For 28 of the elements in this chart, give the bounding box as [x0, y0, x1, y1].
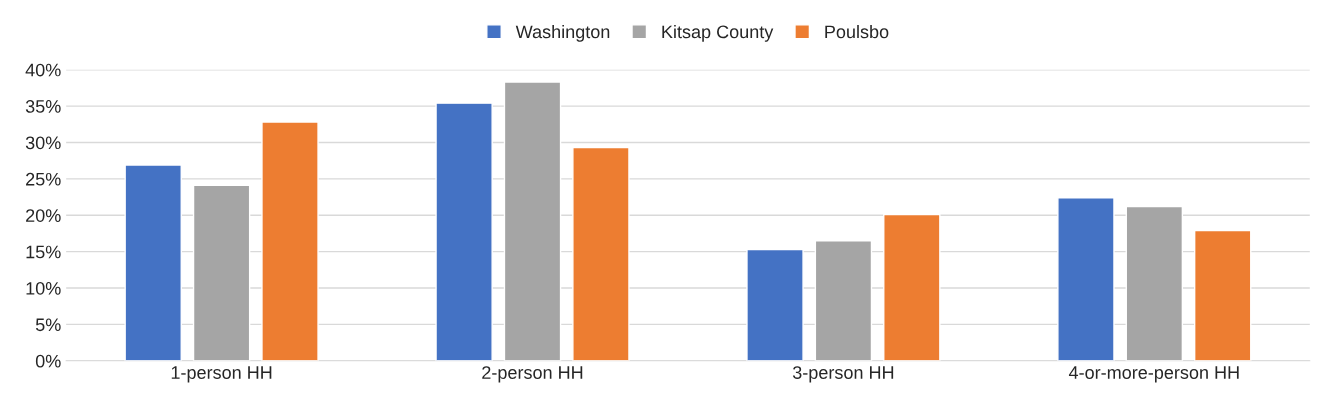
legend-label: Poulsbo	[825, 24, 889, 39]
legend-label: Washington	[515, 24, 610, 42]
bar	[814, 240, 873, 361]
y-tick-label: 15%	[26, 245, 61, 259]
bar	[192, 184, 251, 361]
x-tick-label: 1-person HH	[171, 366, 272, 383]
y-tick-label: 5%	[35, 318, 61, 332]
y-tick-label: 30%	[25, 136, 61, 150]
bar	[883, 213, 941, 361]
bar	[1057, 197, 1115, 361]
y-tick-label: 35%	[25, 100, 61, 113]
bar	[124, 164, 182, 361]
y-tick-label: 25%	[26, 172, 61, 186]
x-tick-label: 2-person HH	[482, 366, 583, 383]
bar	[746, 248, 804, 361]
bar	[435, 102, 493, 361]
y-tick-label: 20%	[26, 209, 61, 222]
bar	[1125, 205, 1184, 361]
bar	[261, 121, 319, 361]
y-tick-label: 10%	[26, 281, 61, 295]
bar	[572, 146, 630, 361]
bar	[503, 81, 562, 361]
legend-label: Kitsap County	[662, 24, 774, 42]
y-tick-label: 0%	[35, 354, 61, 368]
x-tick-label: 4-or-more-person HH	[1068, 366, 1239, 383]
bar	[1193, 229, 1252, 361]
y-tick-label: 40%	[25, 63, 61, 77]
x-tick-label: 3-person HH	[792, 366, 894, 383]
